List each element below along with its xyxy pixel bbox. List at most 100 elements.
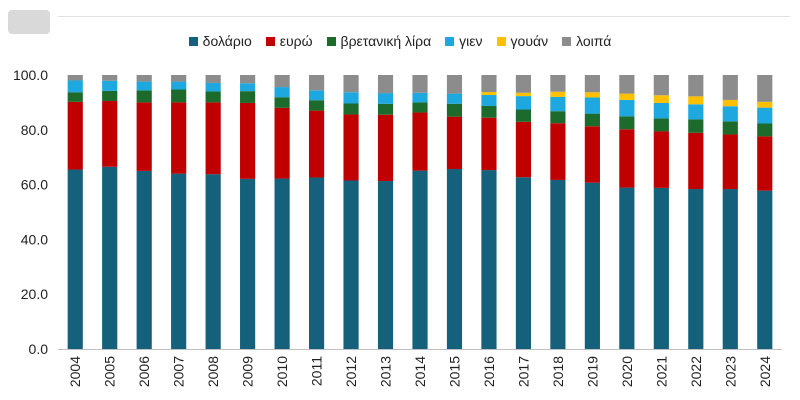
bar-segment (377, 103, 394, 115)
legend-swatch-eur (265, 36, 275, 46)
bar-segment (377, 93, 394, 104)
bar-segment (688, 104, 704, 120)
corner-tab (8, 10, 50, 34)
bar-segment (515, 75, 532, 93)
bar-segment (688, 188, 704, 349)
legend-item-eur: ευρώ (265, 33, 313, 49)
bar-segment (722, 99, 738, 107)
legend-label-usd: δολάριο (202, 33, 252, 49)
bar-segment (171, 75, 187, 82)
bar-segment (515, 177, 532, 349)
legend-swatch-usd (188, 36, 198, 46)
bar-segment (619, 99, 635, 117)
bar-segment (343, 180, 359, 349)
bar-segment (550, 179, 566, 349)
x-tick-label: 2019 (584, 356, 600, 387)
bar-segment (171, 173, 187, 349)
bar-segment (722, 75, 738, 100)
x-tick-label: 2023 (722, 356, 738, 387)
bar-segment (205, 102, 221, 175)
bar-segment (515, 96, 532, 110)
x-tick-label: 2009 (240, 356, 256, 387)
x-tick-label: 2008 (205, 356, 221, 387)
bar-segment (757, 101, 773, 108)
bar-segment (240, 102, 256, 179)
bar-segment (171, 81, 187, 90)
bar-segment (102, 166, 118, 349)
bar-segment (343, 92, 359, 104)
bar-segment (515, 92, 532, 97)
bar-segment (67, 101, 83, 170)
x-tick-label: 2013 (378, 356, 394, 387)
bar-segment (653, 75, 669, 96)
bar-segment (308, 90, 325, 101)
bar-segment (240, 83, 256, 92)
bar-segment (584, 97, 600, 114)
x-tick-label: 2014 (412, 356, 428, 387)
legend-swatch-gbp (326, 36, 336, 46)
bar-segment (584, 113, 600, 127)
bar-segment (136, 170, 152, 349)
legend-item-other: λοιπά (562, 33, 611, 49)
bar-segment (67, 92, 83, 102)
bar-segment (412, 102, 428, 113)
bar-segment (653, 187, 669, 349)
bar-segment (757, 123, 773, 137)
bar-segment (205, 82, 221, 92)
bar-segment (446, 93, 463, 104)
bar-segment (653, 118, 669, 132)
x-tick-label: 2021 (653, 356, 669, 387)
legend-label-jpy: γιεν (459, 33, 483, 49)
bar-segment (619, 129, 635, 188)
x-tick-label: 2006 (136, 356, 152, 387)
bar-segment (205, 75, 221, 83)
bar-segment (688, 119, 704, 133)
bar-segment (67, 80, 83, 93)
bar-segment (757, 190, 773, 349)
y-tick-label: 100.0 (13, 67, 48, 83)
bar-segment (653, 131, 669, 188)
bar-segment (688, 96, 704, 105)
x-tick-label: 2004 (67, 356, 83, 387)
legend-swatch-other (562, 36, 572, 46)
bar-segment (412, 92, 428, 103)
bar-segment (481, 91, 497, 95)
bar-segment (67, 75, 83, 81)
bar-segment (308, 100, 325, 111)
bar-segment (377, 181, 394, 349)
legend-label-eur: ευρώ (279, 33, 313, 49)
bar-segment (584, 92, 600, 98)
bar-segment (550, 123, 566, 180)
bar-segment (619, 75, 635, 94)
legend-item-jpy: γιεν (445, 33, 483, 49)
bar-segment (688, 75, 704, 97)
x-tick-label: 2011 (309, 356, 325, 386)
bar-segment (550, 75, 566, 92)
bar-segment (446, 116, 463, 169)
bar-segment (757, 107, 773, 124)
bar-segment (136, 81, 152, 91)
bar-segment (550, 111, 566, 124)
bar-segment (584, 75, 600, 93)
bar-segment (102, 75, 118, 81)
legend-label-gbp: βρετανική λίρα (340, 33, 432, 49)
x-tick-label: 2010 (274, 356, 290, 387)
bar-segment (343, 75, 359, 93)
bar-segment (205, 174, 221, 349)
legend-label-cny: γουάν (510, 33, 549, 49)
x-tick-label: 2005 (102, 356, 118, 387)
bar-segment (171, 89, 187, 103)
bar-segment (274, 107, 290, 179)
bar-segment (481, 75, 497, 92)
bar-segment (343, 114, 359, 181)
bar-segment (584, 182, 600, 349)
y-tick-label: 0.0 (29, 341, 49, 357)
x-tick-label: 2020 (619, 356, 635, 387)
x-tick-label: 2024 (757, 356, 773, 387)
x-tick-label: 2007 (171, 356, 187, 387)
x-tick-label: 2012 (343, 356, 359, 387)
bar-segment (308, 110, 325, 178)
bar-segment (205, 91, 221, 103)
bar-segment (722, 106, 738, 122)
bar-segment (550, 96, 566, 112)
